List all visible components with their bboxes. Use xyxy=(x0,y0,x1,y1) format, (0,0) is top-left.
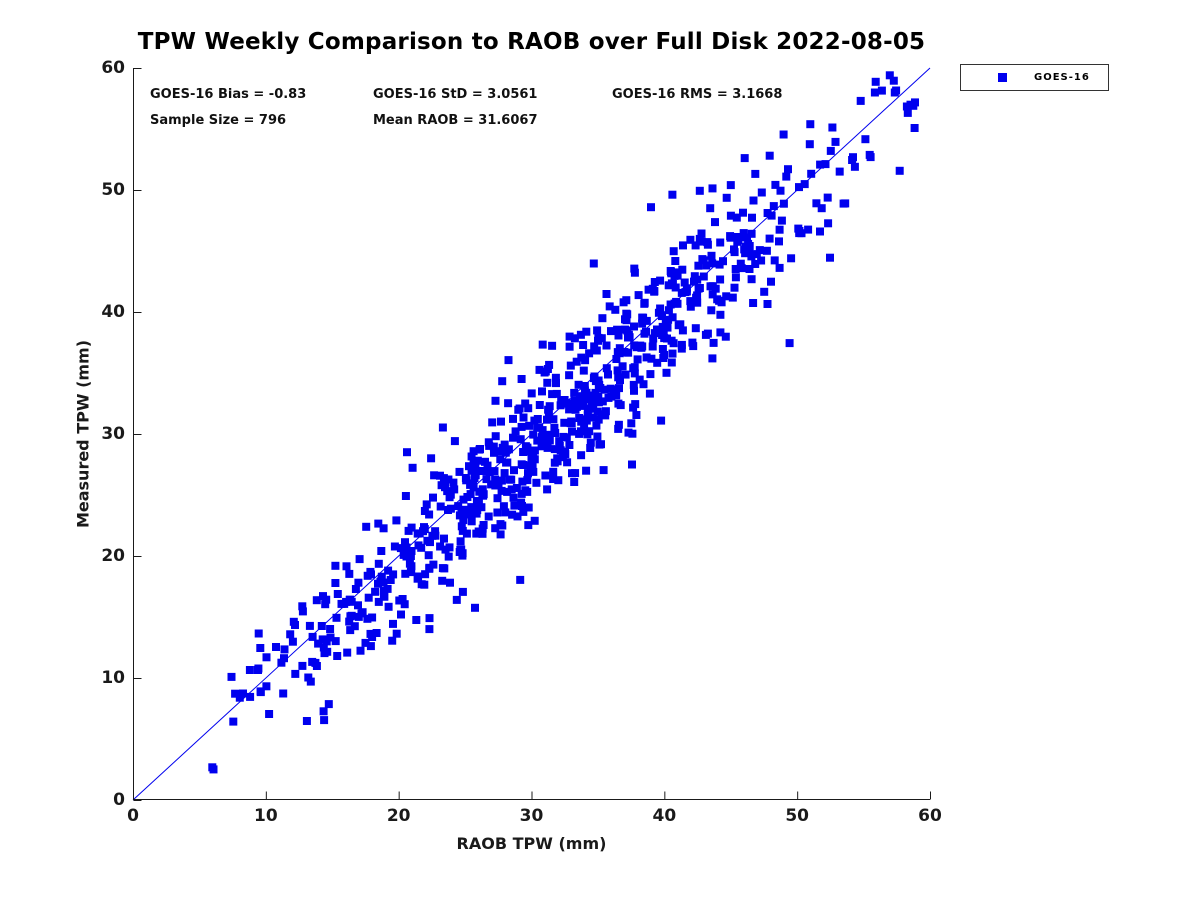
y-tick-label: 20 xyxy=(101,546,125,566)
y-tick-label: 50 xyxy=(101,180,125,200)
x-tick-label: 20 xyxy=(386,806,411,826)
chart-title: TPW Weekly Comparison to RAOB over Full … xyxy=(137,29,926,55)
x-tick-label: 50 xyxy=(785,806,809,826)
y-tick-label: 0 xyxy=(113,790,125,810)
y-axis-label: Measured TPW (mm) xyxy=(73,339,93,529)
legend-series-label: GOES-16 xyxy=(1034,72,1090,83)
y-tick-label: 10 xyxy=(101,668,125,688)
x-axis-label: RAOB TPW (mm) xyxy=(456,834,607,853)
stat-bias: GOES-16 Bias = -0.83 xyxy=(150,87,307,102)
stat-std: GOES-16 StD = 3.0561 xyxy=(373,87,538,102)
y-tick-label: 40 xyxy=(101,302,125,322)
plot-area xyxy=(132,67,931,801)
y-tick-label: 60 xyxy=(101,58,125,78)
legend-box: GOES-16 xyxy=(960,64,1109,91)
stat-rms: GOES-16 RMS = 3.1668 xyxy=(612,87,783,102)
stat-mean-raob: Mean RAOB = 31.6067 xyxy=(373,113,538,128)
x-tick-label: 10 xyxy=(253,806,278,826)
x-tick-label: 0 xyxy=(127,806,139,826)
y-tick-label: 30 xyxy=(101,424,125,444)
x-tick-label: 30 xyxy=(519,806,544,826)
legend-marker-square-icon xyxy=(998,73,1007,82)
scatter-plot-canvas xyxy=(132,67,931,801)
x-tick-label: 40 xyxy=(652,806,677,826)
stat-sample-size: Sample Size = 796 xyxy=(150,113,287,128)
x-tick-label: 60 xyxy=(918,806,942,826)
